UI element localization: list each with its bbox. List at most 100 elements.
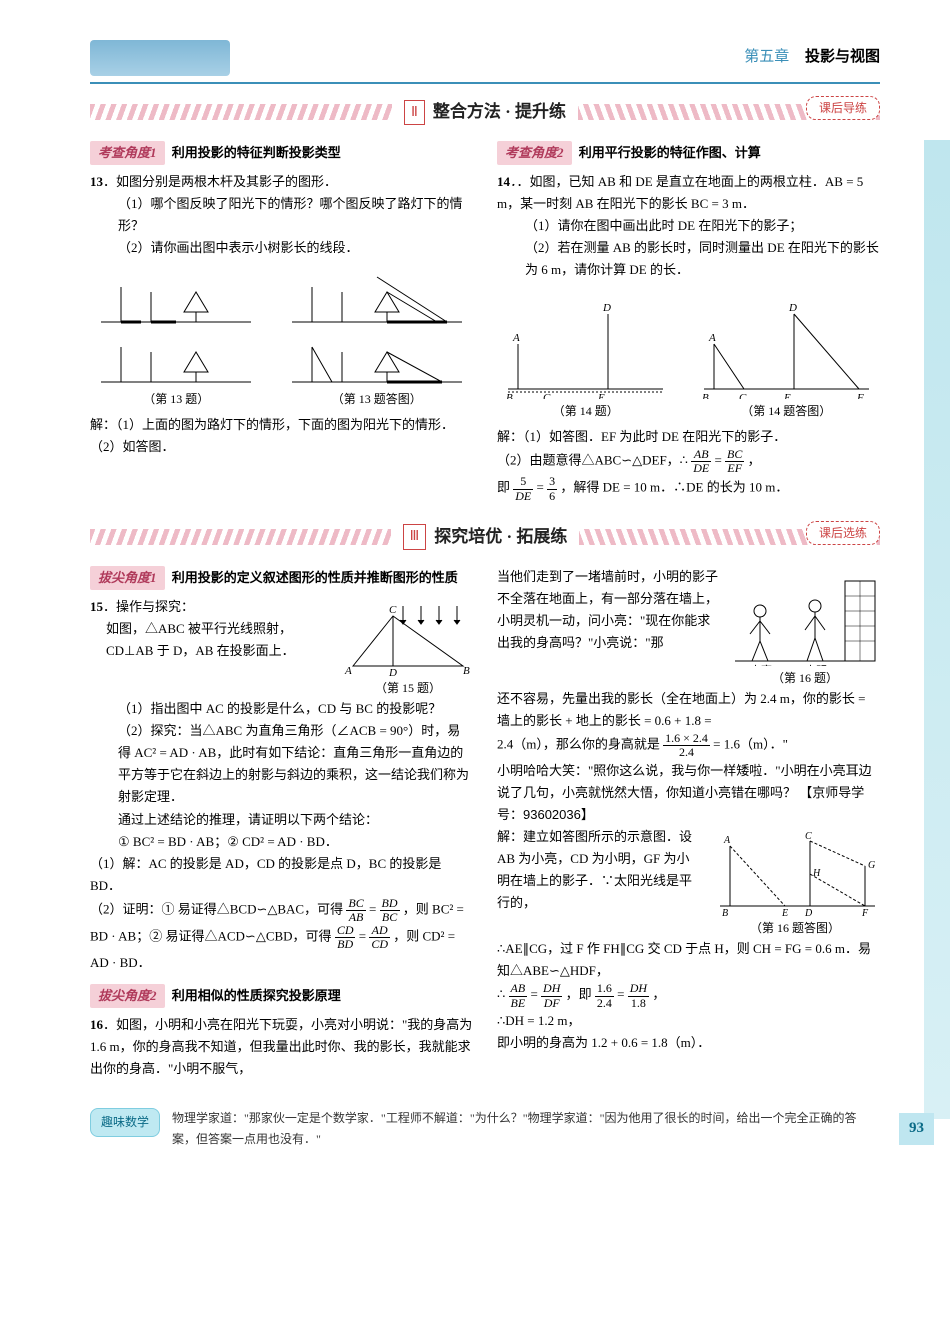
sol-l1: （1）解：AC 的投影是 AD，CD 的投影是点 D，BC 的投影是 BD． (90, 853, 473, 897)
t: ，即 (566, 987, 595, 1002)
q16-cont2: 还不容易，先量出我的影长（全在地面上）为 2.4 m，你的影长 = 墙上的影长 … (497, 688, 880, 732)
den: BD (335, 938, 356, 951)
q16-answer-figure: AB E CD H GF (710, 826, 880, 916)
den: EF (725, 462, 744, 475)
section-3-banner: Ⅲ 探究培优 · 拓展练 课后选练 (90, 523, 880, 552)
problem-16-start: 16．如图，小明和小亮在阳光下玩耍，小亮对小明说："我的身高为 1.6 m，你的… (90, 1014, 473, 1080)
problem-number: 15 (90, 599, 103, 614)
roman-numeral: Ⅲ (403, 524, 427, 550)
stem: ．如图，小明和小亮在阳光下玩耍，小亮对小明说："我的身高为 1.6 m，你的身高… (90, 1017, 472, 1076)
q15-figure: A C D B (343, 596, 473, 676)
problem-number: 16 (90, 1017, 103, 1032)
section-title-box: Ⅱ 整合方法 · 提升练 (392, 98, 578, 127)
svg-text:H: H (812, 868, 821, 879)
solution-13: 解：（1）上面的图为路灯下的情形，下面的图为阳光下的情形． （2）如答图． (90, 414, 473, 458)
right-edge-decoration (924, 140, 950, 1119)
svg-text:G: G (868, 860, 875, 871)
figure-16: 小亮 小明 （第 16 题） (730, 566, 880, 688)
section-title-box: Ⅲ 探究培优 · 拓展练 (391, 523, 580, 552)
svg-text:B: B (506, 392, 513, 399)
svg-text:F: F (856, 392, 864, 399)
angle-heading-b1: 拔尖角度1 利用投影的定义叙述图形的性质并推断图形的性质 (90, 566, 473, 590)
fraction: ABBE (509, 982, 528, 1009)
svg-text:B: B (722, 908, 728, 916)
num: AB (691, 448, 711, 462)
num: DH (541, 982, 562, 996)
svg-text:F: F (861, 908, 869, 916)
fraction: ABDE (691, 448, 711, 475)
svg-text:D: D (602, 302, 611, 314)
stripe-left (90, 529, 391, 545)
figure-13-answer: （第 13 题答图） (287, 267, 467, 409)
logo-placeholder (90, 40, 230, 76)
page: 第五章 投影与视图 Ⅱ 整合方法 · 提升练 课后导练 考查角度1 利用投影的特… (0, 0, 950, 1179)
problem-number: 13 (90, 174, 103, 189)
problem-stem: ．如图分别是两根木杆及其影子的图形． (103, 174, 337, 189)
num: DH (628, 982, 649, 996)
q14-figure: A B C D E (503, 289, 668, 399)
sol-line-1: 解：（1）上面的图为路灯下的情形，下面的图为阳光下的情形． (90, 414, 473, 436)
p2a: （2）探究：当△ABC 为直角三角形（∠ACB = 90°）时，易得 AC² =… (90, 720, 473, 808)
t: ， (652, 987, 665, 1002)
angle-heading-2: 考查角度2 利用平行投影的特征作图、计算 (497, 141, 880, 165)
fraction: BCAB (346, 897, 365, 924)
chapter-number: 第五章 (744, 49, 789, 65)
col-left: 拔尖角度1 利用投影的定义叙述图形的性质并推断图形的性质 15．操作与探究： 如… (90, 566, 473, 1091)
t: ，则 BC² = (403, 902, 464, 917)
problem-15: 15．操作与探究： 如图，△ABC 被平行光线照射，CD⊥AB 于 D，AB 在… (90, 596, 473, 974)
t: BD · AB；② 易证得△ACD∽△CBD，可得 (90, 929, 335, 944)
answer-figure-caption: （第 13 题答图） (287, 389, 467, 409)
solution-14: 解：（1）如答图．EF 为此时 DE 在阳光下的影子． （2）由题意得△ABC∽… (497, 426, 880, 503)
den: 2.4 (595, 997, 614, 1010)
svg-text:E: E (783, 392, 791, 399)
fraction: 36 (547, 475, 557, 502)
figure-caption: （第 16 题） (730, 668, 880, 688)
sub-2: （2）请你画出图中表示小树影长的线段． (90, 237, 473, 259)
angle-tag: 拔尖角度1 (90, 566, 165, 590)
fraction: BCEF (725, 448, 744, 475)
solution-16-top: 解：建立如答图所示的示意图．设 AB 为小亮，CD 为小明，GF 为小明在墙上的… (497, 826, 880, 938)
num: CD (335, 924, 356, 938)
sol-l1: 解：建立如答图所示的示意图．设 AB 为小亮，CD 为小明，GF 为小明在墙上的… (497, 826, 702, 914)
num: BC (346, 897, 365, 911)
sol-l3: ∴ ABBE = DHDF ，即 1.62.4 = DH1.8 ， (497, 982, 880, 1009)
q15-text: 15．操作与探究： 如图，△ABC 被平行光线照射，CD⊥AB 于 D，AB 在… (90, 596, 335, 662)
q13-figure (96, 267, 256, 387)
sol-l2: （2）由题意得△ABC∽△DEF，∴ ABDE = BCEF ， (497, 448, 880, 475)
svg-text:A: A (344, 665, 352, 676)
q13-answer-figure (287, 267, 467, 387)
num: 5 (513, 475, 533, 489)
figure-caption: （第 14 题） (503, 401, 668, 421)
sub-2: （2）若在测量 AB 的影长时，同时测量出 DE 在阳光下的影长为 6 m，请你… (497, 237, 880, 281)
num: 1.6 (595, 982, 614, 996)
sol-l2: ∴AE∥CG，过 F 作 FH∥CG 交 CD 于点 H，则 CH = FG =… (497, 938, 880, 982)
t: 2.4（m），那么你的身高就是 (497, 737, 663, 752)
den: CD (369, 938, 390, 951)
page-header: 第五章 投影与视图 (90, 40, 880, 84)
section-3-columns: 拔尖角度1 利用投影的定义叙述图形的性质并推断图形的性质 15．操作与探究： 如… (90, 566, 880, 1091)
angle-tag: 拔尖角度2 (90, 984, 165, 1008)
svg-text:D: D (388, 667, 397, 676)
fraction: ADCD (369, 924, 390, 951)
svg-text:B: B (463, 665, 470, 676)
col-right: 考查角度2 利用平行投影的特征作图、计算 14．．如图，已知 AB 和 DE 是… (497, 141, 880, 513)
t: ， (748, 453, 761, 468)
t: = 1.6（m）．" (713, 737, 788, 752)
svg-text:C: C (389, 604, 397, 616)
figure-16-answer: AB E CD H GF （第 16 题答图） (710, 826, 880, 938)
sol-l3: 即 5DE = 36 ，解得 DE = 10 m．∴DE 的长为 10 m． (497, 475, 880, 502)
figure-15: A C D B （第 15 题） (343, 596, 473, 698)
angle-title-text: 利用平行投影的特征作图、计算 (579, 145, 761, 160)
q16-cont3: 2.4（m），那么你的身高就是 1.6 × 2.42.4 = 1.6（m）．" (497, 732, 880, 759)
q16-cont1: 当他们走到了一堵墙前时，小明的影子不全落在地面上，有一部分落在墙上，小明灵机一动… (497, 566, 722, 688)
sol-l4: AD · BD． (90, 952, 473, 974)
body: 如图，△ABC 被平行光线照射，CD⊥AB 于 D，AB 在投影面上． (90, 618, 335, 662)
fraction: 1.6 × 2.42.4 (663, 732, 710, 759)
t: 即 (497, 480, 513, 495)
fraction: DHDF (541, 982, 562, 1009)
figure-14-answer: A B C D E F （第 14 题答图） (699, 289, 874, 421)
q14-answer-figure: A B C D E F (699, 289, 874, 399)
header-logo-area (90, 40, 230, 76)
sol-line-2: （2）如答图． (90, 436, 473, 458)
svg-text:E: E (597, 392, 605, 399)
